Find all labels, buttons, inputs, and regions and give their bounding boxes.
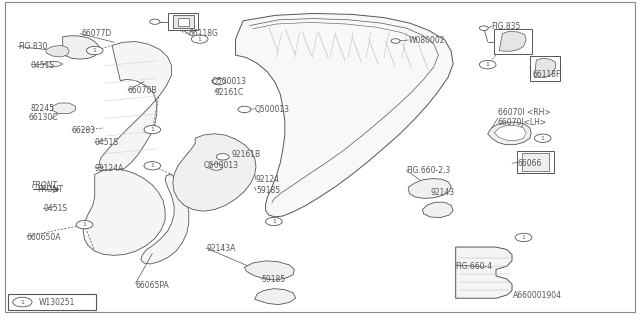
Circle shape: [212, 78, 225, 85]
Text: FIG.660-4: FIG.660-4: [456, 262, 493, 271]
Text: 1: 1: [522, 235, 525, 240]
Text: A660001904: A660001904: [513, 291, 563, 300]
Text: 66077D: 66077D: [82, 29, 112, 38]
Text: W080002: W080002: [408, 36, 445, 44]
Polygon shape: [178, 18, 189, 26]
Text: 92124: 92124: [256, 175, 280, 184]
Text: Q500013: Q500013: [211, 77, 246, 86]
Circle shape: [515, 233, 532, 242]
Text: 92124A: 92124A: [95, 164, 124, 173]
Polygon shape: [456, 247, 512, 298]
Text: 0451S: 0451S: [44, 204, 68, 213]
Text: FRONT: FRONT: [32, 181, 58, 190]
Text: 66066: 66066: [517, 159, 541, 168]
Text: 1: 1: [20, 300, 24, 305]
Polygon shape: [99, 42, 172, 172]
Text: W130251: W130251: [38, 298, 75, 307]
Circle shape: [13, 297, 32, 307]
Polygon shape: [236, 13, 453, 217]
Circle shape: [150, 19, 160, 24]
Circle shape: [238, 106, 251, 113]
Polygon shape: [44, 61, 63, 67]
Polygon shape: [408, 179, 451, 198]
Text: 1: 1: [150, 163, 154, 168]
Circle shape: [266, 217, 282, 226]
Text: 92143: 92143: [430, 188, 454, 197]
Text: 92161B: 92161B: [232, 150, 261, 159]
Circle shape: [210, 164, 223, 170]
Circle shape: [479, 26, 488, 30]
Text: FIG.835: FIG.835: [492, 22, 521, 31]
Text: 1: 1: [486, 62, 490, 67]
Text: 1: 1: [93, 48, 97, 53]
Text: 66283: 66283: [72, 126, 96, 135]
Text: 1: 1: [83, 222, 86, 227]
Circle shape: [144, 125, 161, 134]
Circle shape: [391, 39, 400, 43]
Text: 66065PA: 66065PA: [136, 281, 170, 290]
Circle shape: [191, 35, 208, 43]
Text: 66118G: 66118G: [189, 29, 219, 38]
Text: Q500013: Q500013: [204, 161, 239, 170]
Polygon shape: [494, 125, 526, 141]
Circle shape: [86, 46, 103, 55]
Text: 1: 1: [150, 127, 154, 132]
Polygon shape: [46, 45, 69, 57]
Text: 66130C: 66130C: [29, 113, 58, 122]
Polygon shape: [168, 13, 198, 30]
Text: 0451S: 0451S: [95, 138, 119, 147]
Polygon shape: [517, 151, 554, 173]
Polygon shape: [530, 56, 560, 81]
Circle shape: [534, 134, 551, 142]
Text: 66070J<LH>: 66070J<LH>: [498, 118, 547, 127]
Bar: [8, 294, 96, 310]
Polygon shape: [422, 202, 453, 218]
Text: 1: 1: [198, 36, 202, 42]
Circle shape: [144, 162, 161, 170]
Text: 66070I <RH>: 66070I <RH>: [498, 108, 550, 117]
Text: 1: 1: [541, 136, 545, 141]
Circle shape: [216, 154, 229, 160]
Text: 59185: 59185: [261, 275, 285, 284]
Text: 92161C: 92161C: [214, 88, 244, 97]
Circle shape: [76, 220, 93, 229]
Text: 82245: 82245: [31, 104, 55, 113]
Polygon shape: [534, 58, 556, 77]
Text: 1: 1: [272, 219, 276, 224]
Polygon shape: [244, 261, 294, 280]
Text: 92143A: 92143A: [206, 244, 236, 253]
Text: 59185: 59185: [256, 186, 280, 195]
Text: 66070B: 66070B: [128, 86, 157, 95]
Text: Q500013: Q500013: [255, 105, 290, 114]
Circle shape: [479, 60, 496, 69]
Polygon shape: [499, 31, 526, 51]
Polygon shape: [83, 169, 165, 255]
Polygon shape: [173, 15, 194, 28]
Text: FIG.830: FIG.830: [18, 42, 47, 51]
Polygon shape: [52, 103, 76, 114]
Text: FIG.660-2,3: FIG.660-2,3: [406, 166, 451, 175]
Polygon shape: [488, 122, 531, 145]
Polygon shape: [522, 153, 549, 171]
Text: 66118F: 66118F: [532, 70, 561, 79]
Text: 660650A: 660650A: [27, 233, 61, 242]
Polygon shape: [173, 134, 256, 211]
Polygon shape: [63, 36, 99, 59]
Polygon shape: [494, 29, 532, 54]
Text: 0451S: 0451S: [31, 61, 55, 70]
Polygon shape: [141, 174, 189, 264]
Polygon shape: [255, 289, 296, 305]
Text: FRONT: FRONT: [37, 185, 63, 194]
